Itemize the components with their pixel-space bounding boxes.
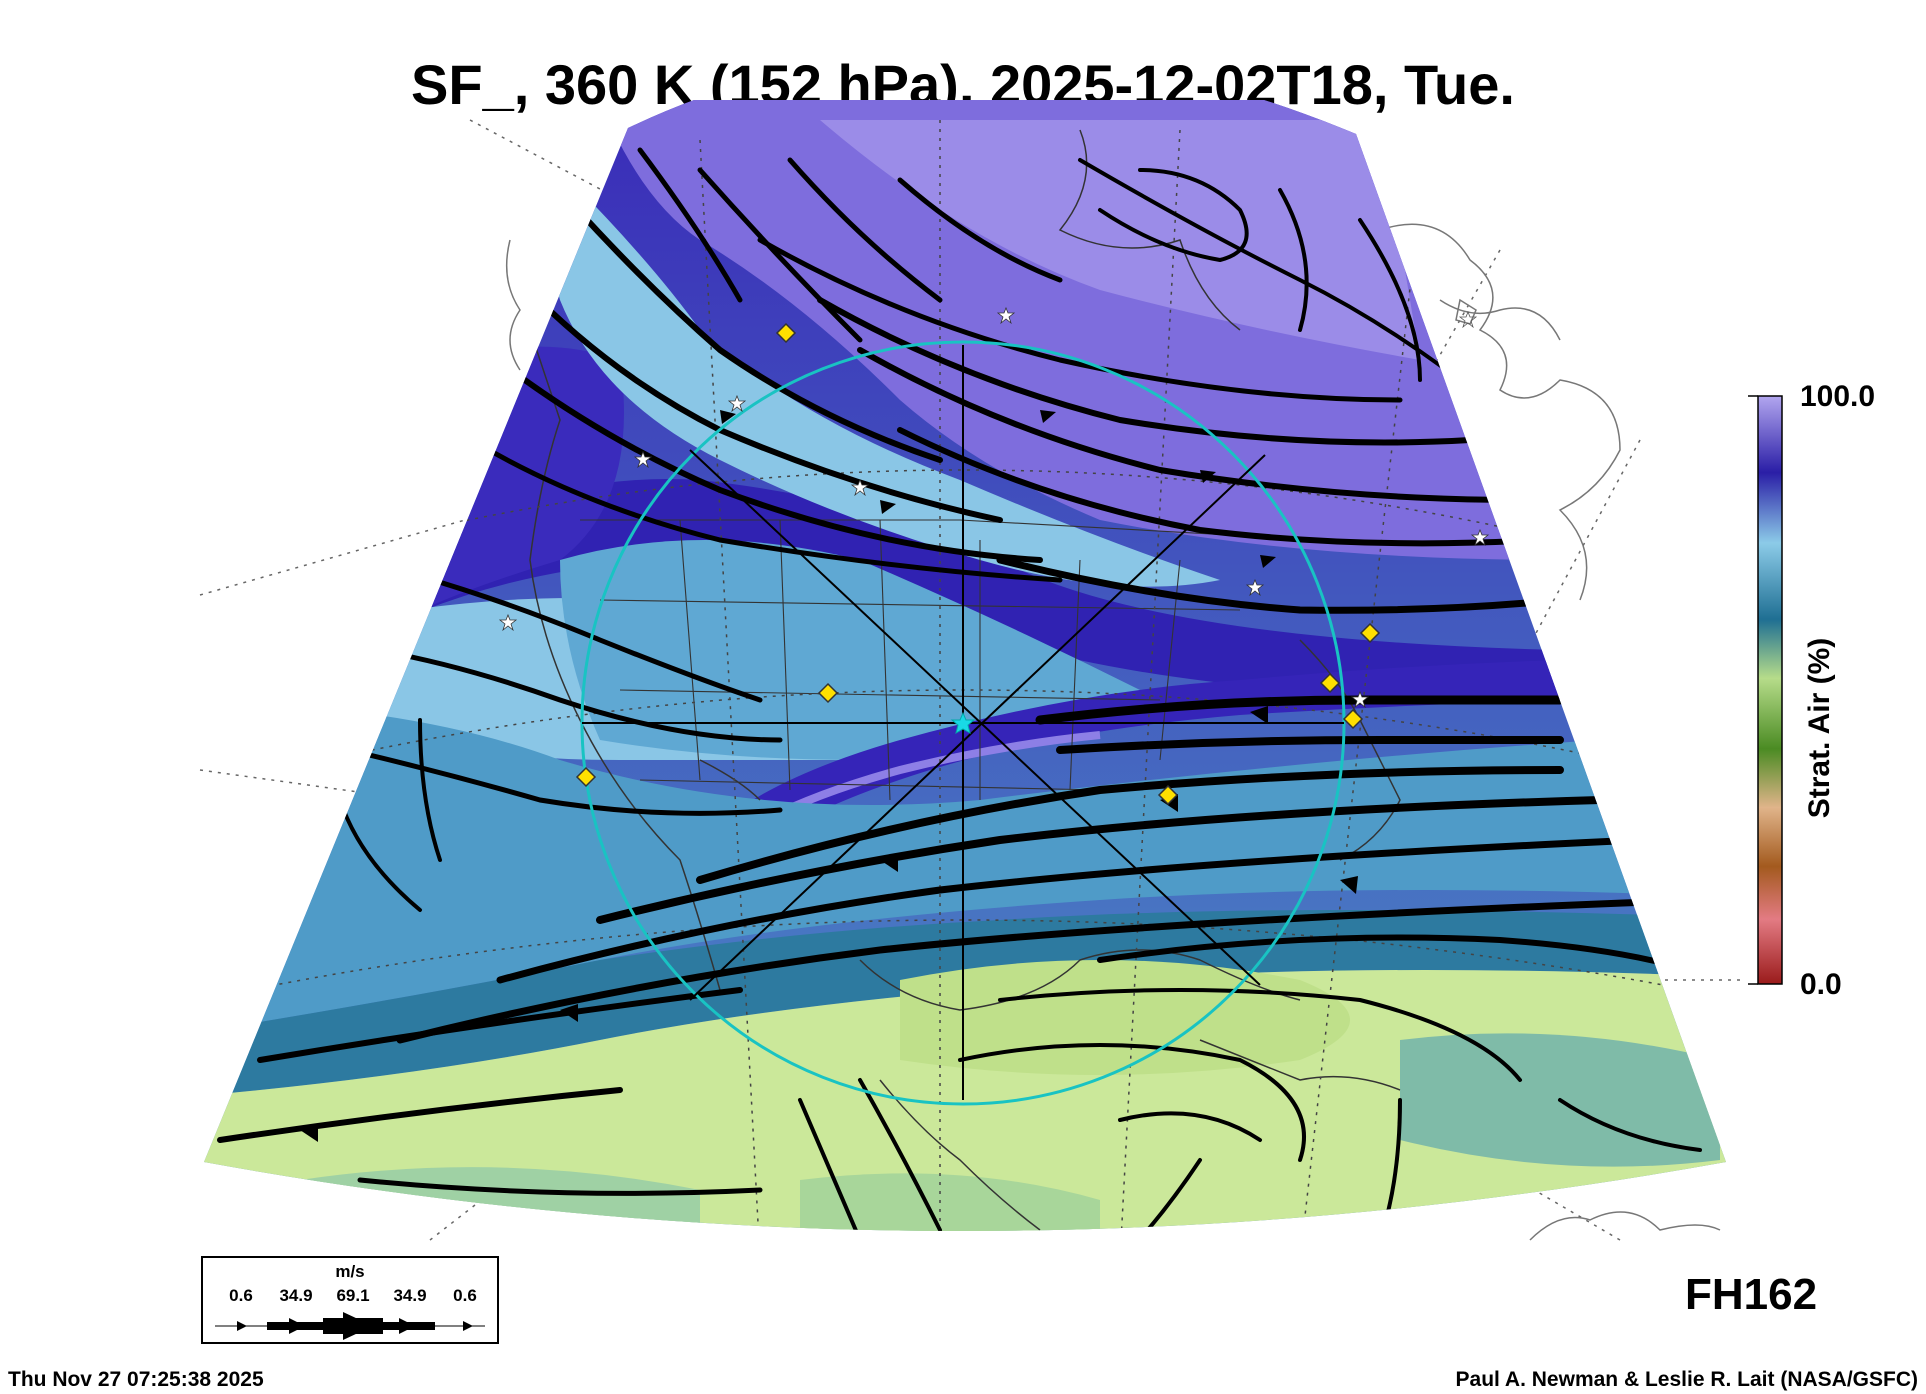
star-markers xyxy=(498,306,1490,709)
wind-legend-value: 34.9 xyxy=(393,1286,427,1305)
wind-legend-unit: m/s xyxy=(335,1262,365,1281)
outer-coastlines xyxy=(505,223,1721,1241)
streamline-arrowheads xyxy=(300,410,1358,1142)
colorbar-min-label: 0.0 xyxy=(1800,968,1842,1001)
wind-speed-legend: m/s 0.6 34.9 69.1 34.9 0.6 xyxy=(201,1256,499,1344)
wind-legend-value: 69.1 xyxy=(336,1286,370,1305)
forecast-hour-label: FH162 xyxy=(1685,1270,1818,1319)
generation-timestamp: Thu Nov 27 07:25:38 2025 xyxy=(8,1368,264,1391)
wind-legend-value: 34.9 xyxy=(279,1286,313,1305)
wind-legend-arrows xyxy=(215,1312,485,1340)
strat-air-field xyxy=(204,100,1726,1231)
colorbar-title: Strat. Air (%) xyxy=(1803,637,1836,819)
colorbar xyxy=(1748,395,1783,985)
wind-legend-value: 0.6 xyxy=(229,1286,253,1305)
diamond-markers xyxy=(575,322,1381,806)
wind-legend-value: 0.6 xyxy=(453,1286,477,1305)
author-credit: Paul A. Newman & Leslie R. Lait (NASA/GS… xyxy=(1455,1368,1918,1391)
inner-graticule xyxy=(204,120,1726,1231)
colorbar-max-label: 100.0 xyxy=(1800,380,1876,413)
range-ring-overlay xyxy=(580,340,1346,1106)
